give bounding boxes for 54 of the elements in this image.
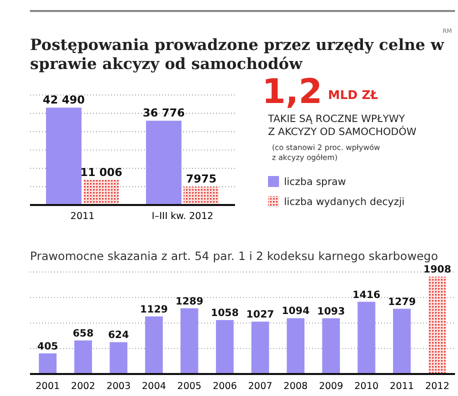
data-label: 42 490 [42, 94, 86, 107]
data-label: 1094 [282, 306, 310, 318]
data-label: 1058 [210, 308, 239, 320]
data-label: 1289 [175, 296, 204, 308]
x-tick-label: 2001 [36, 381, 60, 392]
data-label: 624 [108, 330, 130, 342]
text: MLD ZŁ [328, 88, 378, 102]
data-label: 1416 [352, 290, 380, 301]
bar [74, 340, 92, 374]
x-tick-label: 2003 [106, 381, 131, 392]
bar [110, 342, 128, 374]
x-tick-label: 2002 [71, 381, 96, 392]
text: TAKIE SĄ ROCZNE WPŁYWY [267, 114, 406, 125]
data-label: 7975 [186, 172, 217, 186]
text: 1,2 [262, 72, 322, 112]
data-label: 36 776 [142, 106, 186, 120]
bar [286, 318, 304, 374]
data-label: 1908 [423, 264, 452, 276]
x-tick-label: 2011 [70, 211, 95, 222]
bar [216, 320, 234, 374]
text: Z AKCYZY OD SAMOCHODÓW [268, 125, 416, 138]
x-tick-label: 2009 [318, 381, 344, 392]
chart-title: Postępowania prowadzone przez urzędy celne w sprawie akcyzy od samochodów [30, 35, 445, 73]
x-tick-label: 2012 [425, 381, 450, 392]
bar [322, 318, 340, 374]
data-label: 658 [72, 328, 94, 340]
data-label: 11 006 [80, 166, 123, 179]
data-label: 1279 [388, 296, 416, 308]
x-tick-label: 2010 [354, 381, 379, 392]
x-tick-label: 2007 [248, 381, 272, 392]
data-label: 1129 [140, 304, 168, 316]
bar [145, 316, 163, 374]
bar [184, 186, 219, 205]
x-tick-label: 2011 [390, 381, 414, 392]
bar [146, 120, 182, 205]
bar [46, 108, 82, 205]
data-label: 1027 [246, 310, 274, 321]
bar [251, 322, 270, 374]
x-tick-label: 2004 [142, 381, 166, 392]
chart-title: Prawomocne skazania z art. 54 par. 1 i 2 kodeksu karnego skarbowego [30, 249, 438, 263]
legend-label: liczba spraw [284, 177, 346, 188]
data-label: 1093 [317, 306, 345, 318]
x-tick-label: 2008 [284, 381, 308, 392]
bar [393, 308, 411, 374]
bar [38, 353, 57, 374]
bar [180, 308, 198, 374]
bar [428, 276, 446, 374]
bar [358, 302, 376, 374]
x-tick-label: 2006 [212, 381, 237, 392]
bar [84, 180, 119, 205]
legend-label: liczba wydanych decyzji [284, 197, 405, 208]
data-label: 405 [37, 341, 58, 352]
x-tick-label: I–III kw. 2012 [152, 211, 214, 222]
x-tick-label: 2005 [177, 381, 202, 392]
